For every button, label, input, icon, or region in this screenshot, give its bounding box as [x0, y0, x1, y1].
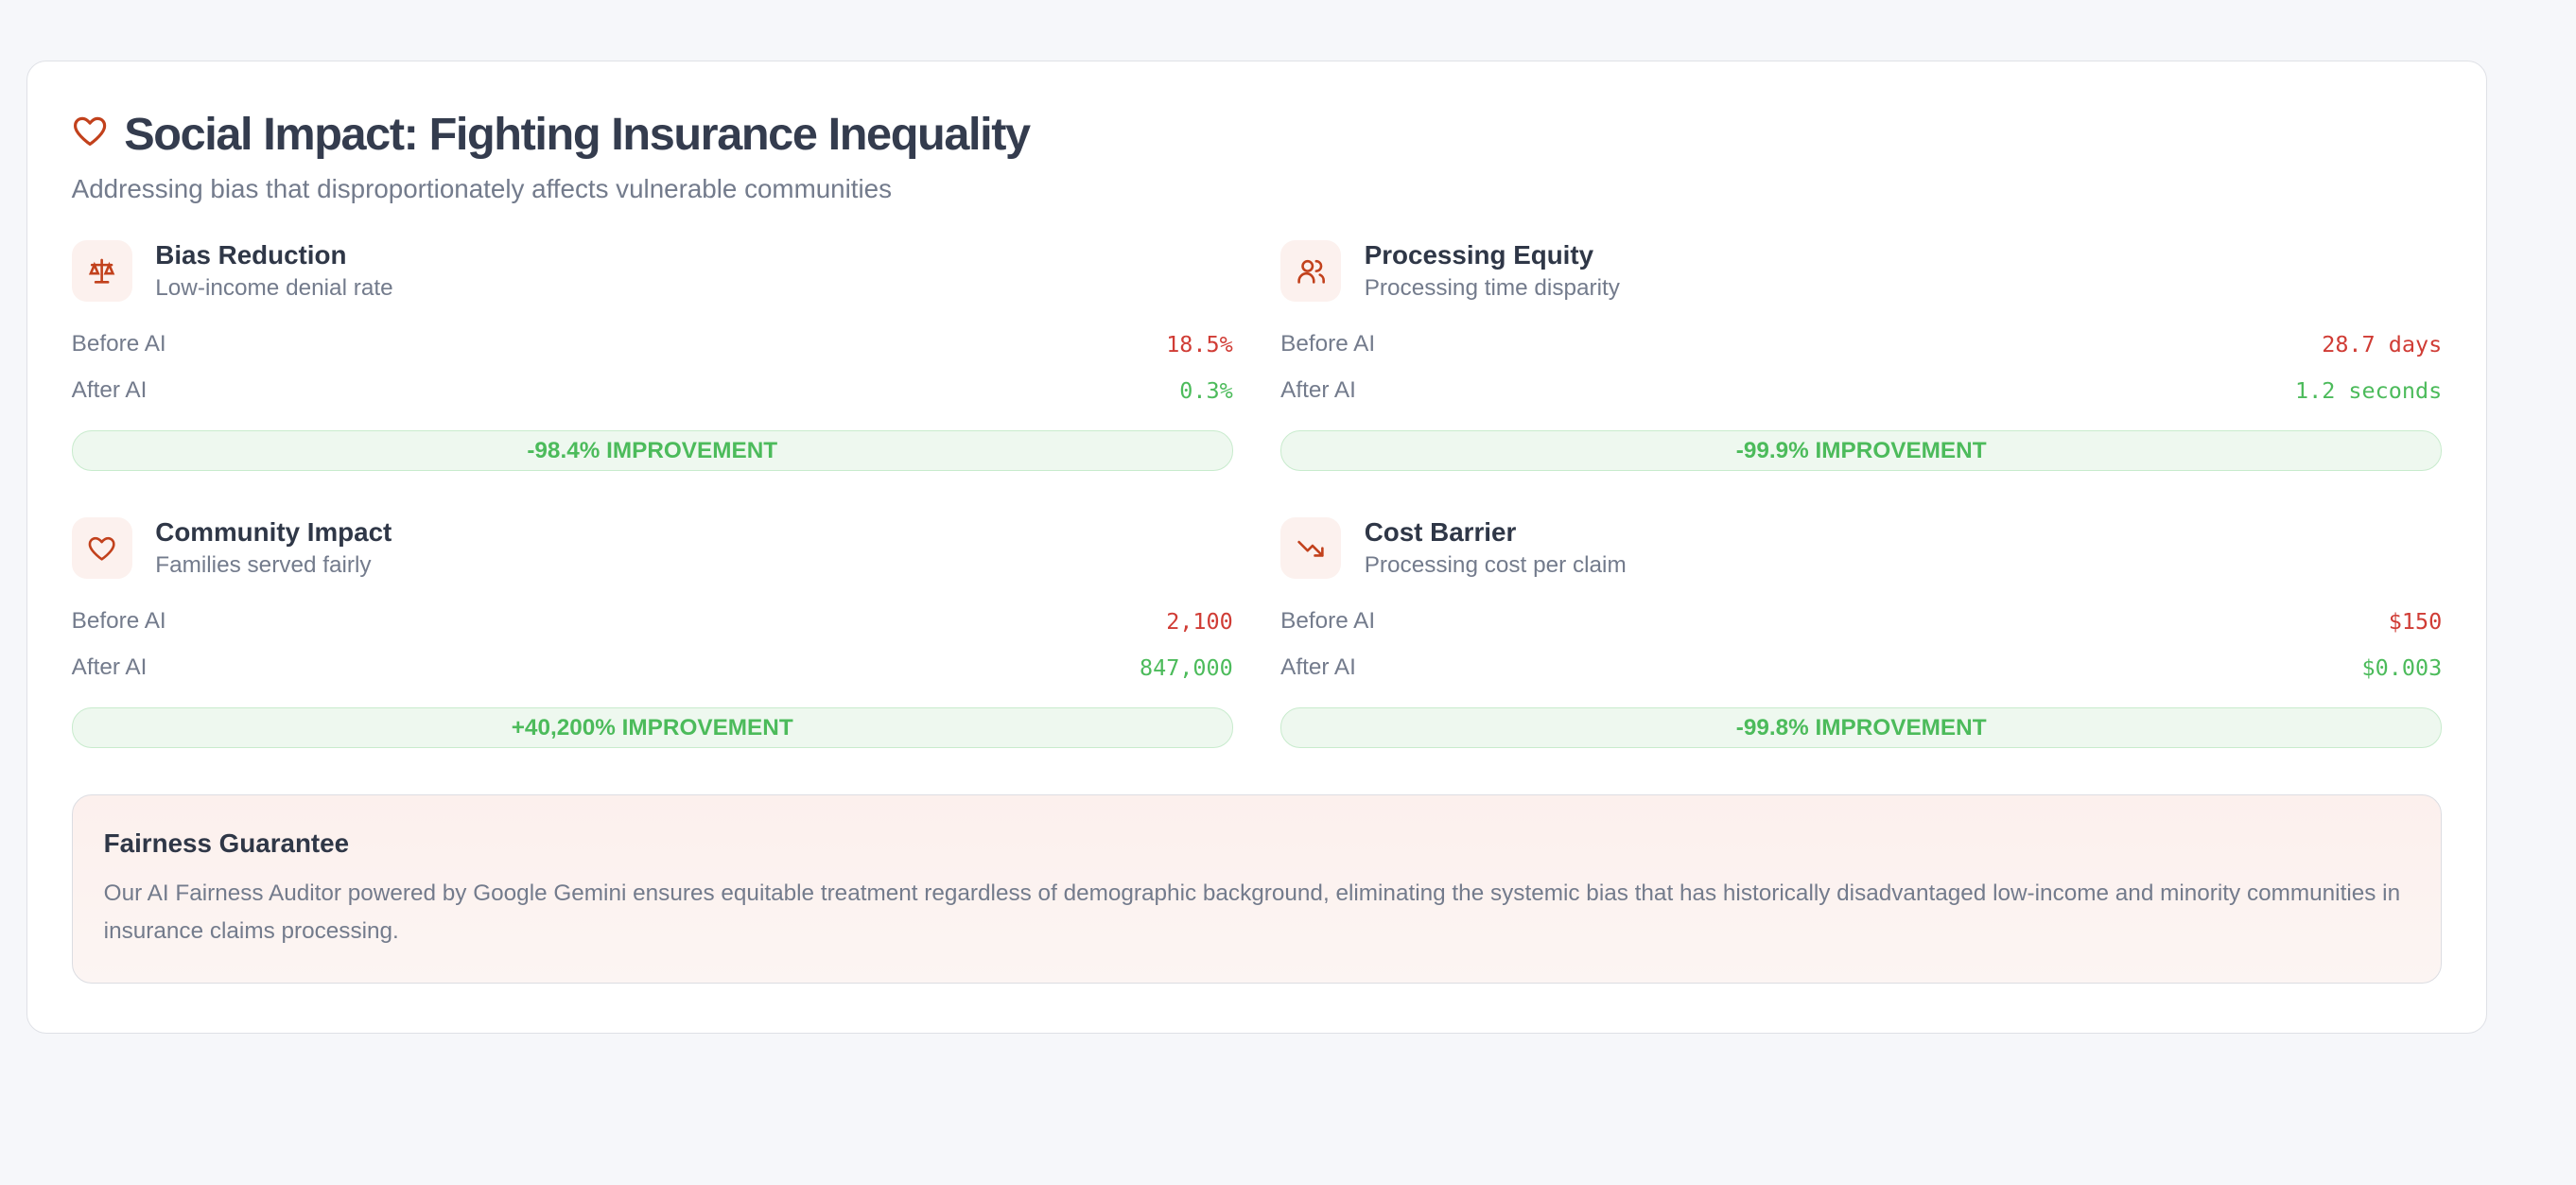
before-value: 2,100 — [1166, 608, 1233, 636]
after-value: $0.003 — [2361, 654, 2443, 682]
metric-bias-reduction: Bias Reduction Low-income denial rate Bef… — [71, 240, 1233, 472]
users-icon — [1280, 240, 1342, 302]
after-label: After AI — [71, 654, 148, 681]
heart-icon — [71, 517, 132, 579]
fairness-guarantee-box: Fairness Guarantee Our AI Fairness Audit… — [71, 794, 2443, 984]
scale-icon — [71, 240, 132, 302]
metric-cost-barrier: Cost Barrier Processing cost per claim Be… — [1280, 517, 2443, 749]
before-value: 18.5% — [1166, 331, 1233, 358]
metric-title: Cost Barrier — [1364, 517, 1517, 548]
metric-subtitle: Processing time disparity — [1364, 275, 1620, 302]
after-label: After AI — [1280, 377, 1356, 403]
metric-subtitle: Low-income denial rate — [155, 275, 393, 302]
after-value: 0.3% — [1179, 377, 1233, 404]
improvement-badge: -98.4% IMPROVEMENT — [71, 429, 1233, 472]
before-label: Before AI — [71, 331, 166, 357]
page-title: Social Impact: Fighting Insurance Inequa… — [124, 108, 1031, 160]
metric-title: Processing Equity — [1364, 240, 1594, 270]
before-value: $150 — [2388, 608, 2443, 636]
heart-icon — [72, 113, 108, 155]
fairness-title: Fairness Guarantee — [103, 828, 350, 858]
metric-subtitle: Families served fairly — [155, 552, 372, 579]
metric-title: Bias Reduction — [155, 240, 347, 270]
metric-subtitle: Processing cost per claim — [1364, 552, 1627, 579]
metric-processing-equity: Processing Equity Processing time dispari… — [1280, 240, 2443, 472]
after-value: 847,000 — [1139, 654, 1233, 682]
metric-community-impact: Community Impact Families served fairly B… — [71, 517, 1233, 749]
improvement-badge: +40,200% IMPROVEMENT — [71, 706, 1233, 749]
metric-title: Community Impact — [155, 517, 392, 548]
before-label: Before AI — [1280, 331, 1376, 357]
after-label: After AI — [71, 377, 148, 403]
before-label: Before AI — [1280, 608, 1376, 635]
improvement-badge: -99.8% IMPROVEMENT — [1280, 706, 2443, 749]
social-impact-card: Social Impact: Fighting Insurance Inequa… — [26, 61, 2488, 1034]
after-label: After AI — [1280, 654, 1356, 681]
improvement-badge: -99.9% IMPROVEMENT — [1280, 429, 2443, 472]
before-value: 28.7 days — [2322, 331, 2443, 358]
after-value: 1.2 seconds — [2294, 377, 2443, 404]
fairness-text: Our AI Fairness Auditor powered by Googl… — [103, 880, 2401, 945]
page-subtitle: Addressing bias that disproportionately … — [71, 173, 893, 203]
trending-down-icon — [1280, 517, 1342, 579]
before-label: Before AI — [71, 608, 166, 635]
